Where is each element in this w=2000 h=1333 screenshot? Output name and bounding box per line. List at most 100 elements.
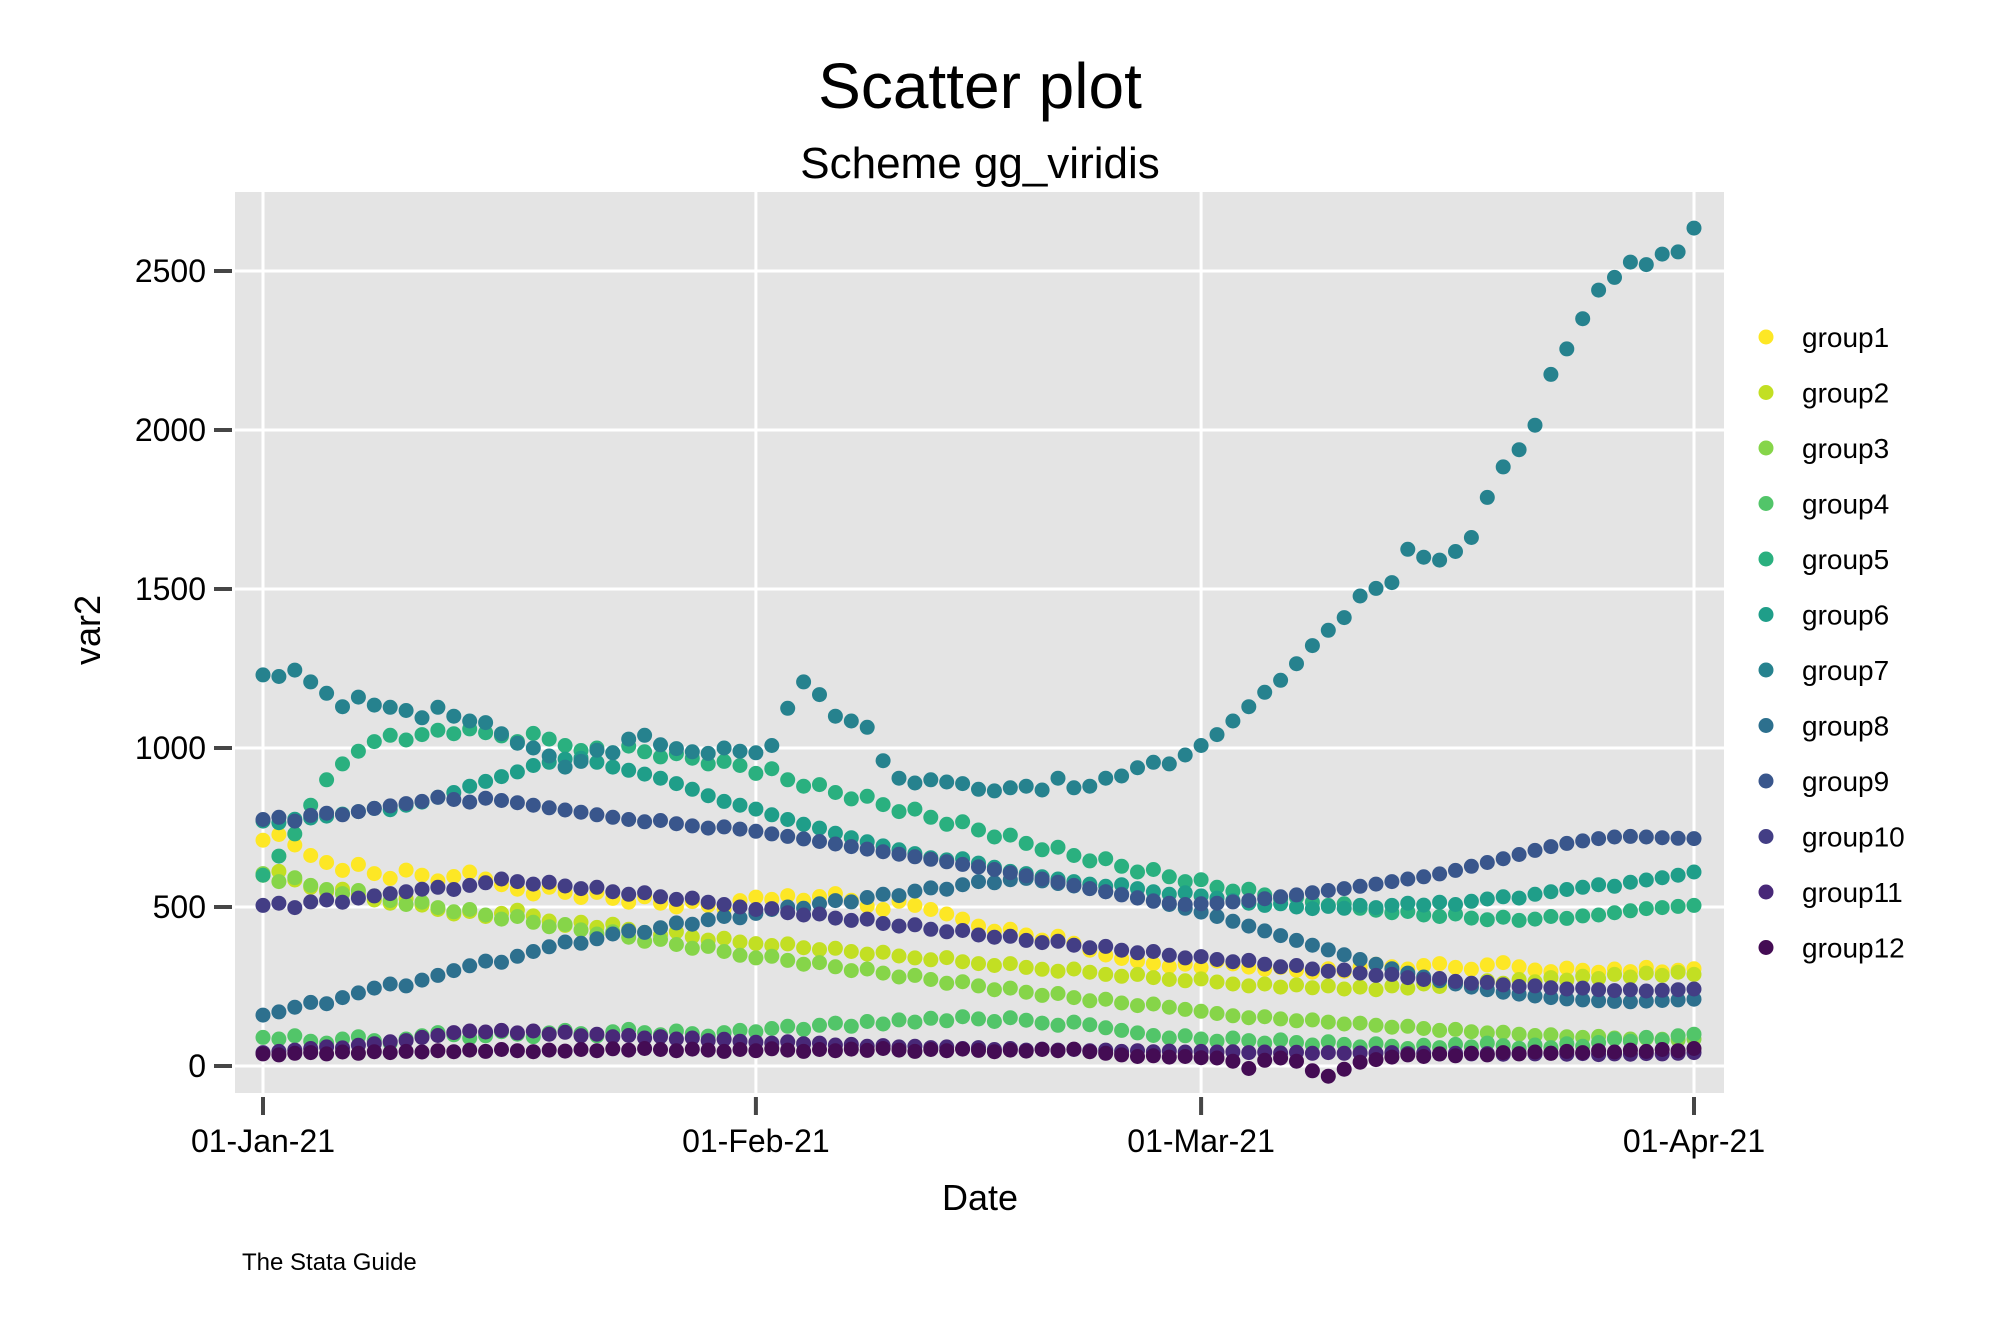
data-point <box>1511 979 1527 994</box>
data-point <box>907 967 923 983</box>
data-point <box>1622 828 1638 844</box>
data-point <box>1082 853 1098 869</box>
data-point <box>1384 1049 1400 1065</box>
data-point <box>350 890 366 906</box>
data-point <box>780 888 796 904</box>
data-point <box>1273 1032 1289 1048</box>
data-point <box>446 708 462 724</box>
data-point <box>1241 699 1257 715</box>
data-point <box>525 758 541 773</box>
legend-item-group1: group1 <box>1758 322 1889 353</box>
data-point <box>398 796 414 812</box>
data-point <box>684 1041 700 1057</box>
data-point <box>1654 900 1670 916</box>
plot-panel-layer <box>235 192 1724 1093</box>
data-point <box>1638 983 1654 999</box>
data-point <box>350 985 366 1001</box>
data-point <box>430 1028 446 1043</box>
data-point <box>509 909 525 924</box>
data-point <box>1368 876 1384 892</box>
data-point <box>1241 918 1257 934</box>
data-point <box>827 893 843 909</box>
data-point <box>1352 1054 1368 1070</box>
data-point <box>859 946 875 962</box>
data-point <box>1145 1028 1161 1043</box>
data-point <box>1050 839 1066 855</box>
series-group12 <box>255 1041 1702 1084</box>
data-point <box>1575 908 1591 924</box>
y-axis-title: var2 <box>67 595 108 665</box>
data-point <box>1400 1047 1416 1063</box>
data-point <box>1432 866 1448 882</box>
data-point <box>1161 895 1177 911</box>
data-point <box>748 936 764 952</box>
data-point <box>382 870 398 886</box>
data-point <box>1463 910 1479 926</box>
data-point <box>446 904 462 920</box>
data-point <box>812 687 827 703</box>
data-point <box>1543 839 1559 855</box>
legend-swatch-icon <box>1758 607 1774 622</box>
data-point <box>398 884 414 900</box>
data-point <box>1241 1033 1257 1049</box>
data-point <box>843 791 859 807</box>
data-point <box>955 911 971 927</box>
data-point <box>1607 878 1622 894</box>
data-point <box>891 1042 907 1058</box>
data-point <box>1654 830 1670 846</box>
data-point <box>939 1013 955 1029</box>
legend-item-group9: group9 <box>1758 766 1889 797</box>
data-point <box>1495 1024 1511 1040</box>
data-point <box>1273 672 1289 688</box>
data-point <box>350 743 366 759</box>
data-point <box>684 929 700 945</box>
data-point <box>1114 858 1130 874</box>
data-point <box>1654 870 1670 886</box>
data-point <box>1082 881 1098 897</box>
data-point <box>653 931 668 947</box>
data-point <box>1511 890 1527 906</box>
data-point <box>605 759 621 775</box>
legend-swatch-icon <box>1758 551 1774 567</box>
data-point <box>494 793 509 808</box>
data-point <box>271 809 287 825</box>
data-point <box>589 931 605 947</box>
data-point <box>1177 897 1193 912</box>
data-point <box>414 727 430 743</box>
data-point <box>1575 968 1591 984</box>
data-point <box>1384 575 1400 591</box>
data-point <box>557 878 573 894</box>
data-point <box>1161 972 1177 987</box>
data-point <box>1686 864 1702 880</box>
data-point <box>1177 973 1193 989</box>
data-point <box>335 1044 350 1060</box>
data-point <box>1034 1042 1050 1057</box>
data-point <box>1225 913 1241 929</box>
data-point <box>1050 874 1066 890</box>
data-point <box>1002 956 1018 972</box>
data-point <box>732 947 748 963</box>
data-point <box>398 862 414 878</box>
data-point <box>1448 897 1463 912</box>
data-point <box>986 1044 1002 1060</box>
data-point <box>366 1044 382 1060</box>
data-point <box>764 1041 780 1057</box>
data-point <box>1114 1047 1130 1063</box>
data-point <box>1002 928 1018 944</box>
data-point <box>1479 891 1495 907</box>
series-group7 <box>255 220 1702 799</box>
data-point <box>1050 933 1066 949</box>
data-point <box>1432 971 1448 986</box>
data-point <box>1241 978 1257 994</box>
data-point <box>1145 956 1161 972</box>
data-point <box>350 856 366 872</box>
data-point <box>1479 489 1495 505</box>
data-point <box>1368 1052 1384 1068</box>
data-point <box>446 1025 462 1041</box>
data-point <box>891 846 907 862</box>
data-point <box>541 939 557 955</box>
axis-ticks: 0 500 1000 1500 2000 2500 01-Jan-21 01-Feb-21 01… <box>135 253 1765 1159</box>
data-point <box>843 894 859 910</box>
data-point <box>780 700 796 716</box>
